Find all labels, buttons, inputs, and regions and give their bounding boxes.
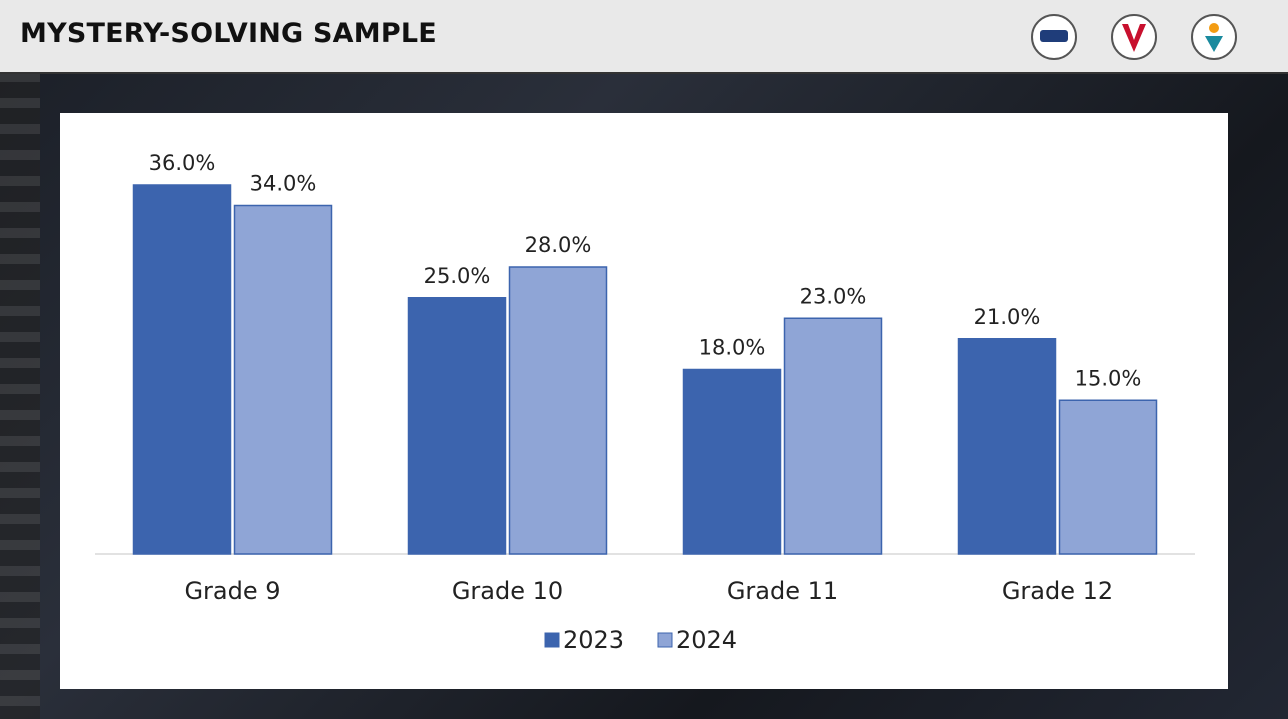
x-tick-label: Grade 10: [452, 577, 563, 605]
x-tick-label: Grade 9: [184, 577, 280, 605]
legend-label: 2023: [563, 626, 624, 654]
bar: [508, 266, 608, 555]
bar: [132, 184, 232, 555]
bar: [783, 317, 883, 555]
logo-mark: [1040, 30, 1068, 42]
logo-mark: [1205, 36, 1223, 52]
bar: [682, 368, 782, 555]
value-label: 28.0%: [525, 233, 592, 257]
chart: Grade 9 36.0% 34.0% Grade 10 25.0% 28.0% Grade…: [95, 151, 1195, 654]
value-label: 21.0%: [974, 305, 1041, 329]
logo: [1111, 14, 1157, 60]
logo-mark: [1209, 23, 1219, 33]
value-label: 36.0%: [149, 151, 216, 175]
bar: [1058, 399, 1158, 555]
value-label: 34.0%: [250, 172, 317, 196]
slide-title: MYSTERY-SOLVING SAMPLE: [20, 18, 437, 49]
value-label: 15.0%: [1075, 366, 1142, 390]
bar: [233, 204, 333, 555]
header: MYSTERY-SOLVING SAMPLE: [0, 0, 1288, 74]
legend-swatch: [657, 632, 673, 648]
value-label: 23.0%: [800, 284, 867, 308]
legend-label: 2024: [676, 626, 737, 654]
x-tick-label: Grade 12: [1002, 577, 1113, 605]
x-tick-label: Grade 11: [727, 577, 838, 605]
bar: [957, 338, 1057, 555]
value-label: 18.0%: [699, 336, 766, 360]
value-label: 25.0%: [424, 264, 491, 288]
bar: [407, 297, 507, 555]
chart-panel: Grade 9 36.0% 34.0% Grade 10 25.0% 28.0% Grade…: [60, 113, 1228, 689]
background-texture: [0, 72, 40, 719]
legend-swatch: [544, 632, 560, 648]
logo-mark: [1122, 24, 1146, 52]
logos: [1031, 14, 1237, 60]
